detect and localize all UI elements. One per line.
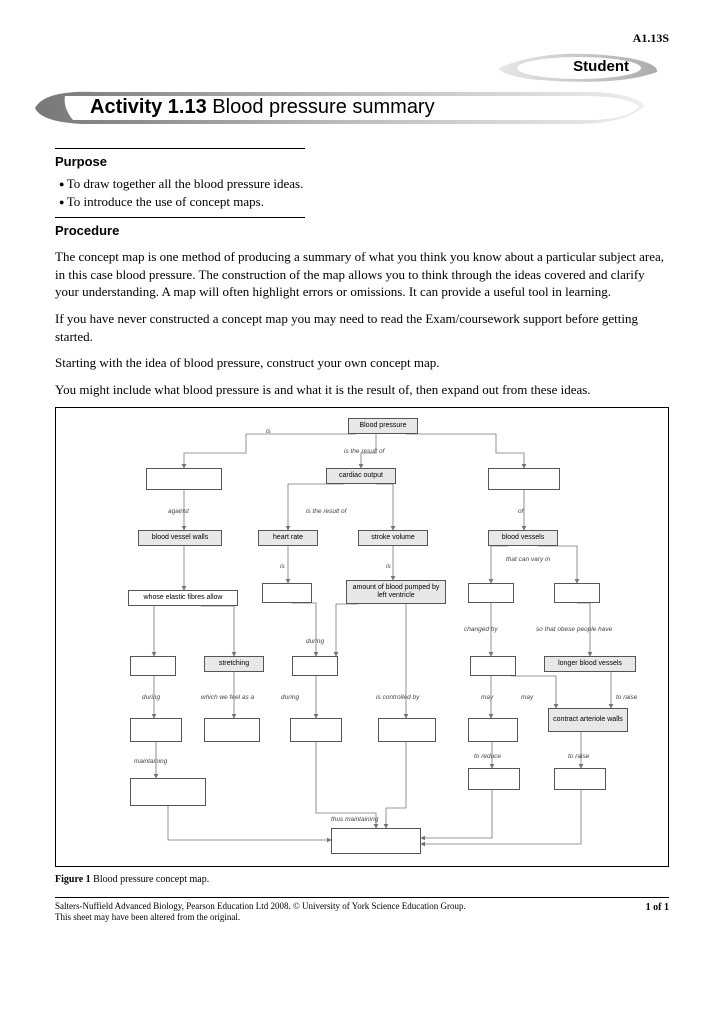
footer-line1: Salters-Nuffield Advanced Biology, Pears… [55, 901, 466, 911]
flowchart-node [130, 718, 182, 742]
purpose-list: To draw together all the blood pressure … [59, 175, 669, 211]
figure-caption: Figure 1 Blood pressure concept map. [55, 873, 669, 887]
caption-rest: Blood pressure concept map. [91, 874, 210, 885]
footer-text: Salters-Nuffield Advanced Biology, Pears… [55, 901, 466, 924]
procedure-p1: The concept map is one method of produci… [55, 248, 669, 301]
title-rest: Blood pressure summary [207, 96, 435, 118]
flowchart-node [204, 718, 260, 742]
edge-label: is [386, 563, 391, 572]
flowchart-node [468, 718, 518, 742]
edge-label: may [481, 694, 493, 703]
flowchart-node [130, 656, 176, 676]
page-number: 1 of 1 [646, 901, 669, 924]
flowchart-node [262, 583, 312, 603]
edge-label: during [281, 694, 299, 703]
edge-label: is [280, 563, 285, 572]
edge-label: of [518, 508, 523, 517]
flowchart-node [290, 718, 342, 742]
flowchart-node: stroke volume [358, 530, 428, 546]
student-swoosh: Student [55, 52, 669, 84]
edge-label: to raise [616, 694, 637, 703]
header-code: A1.13S [55, 30, 669, 46]
flowchart-node: amount of blood pumped by left ventricle [346, 580, 446, 604]
procedure-heading: Procedure [55, 222, 669, 240]
caption-bold: Figure 1 [55, 874, 91, 885]
procedure-p2: If you have never constructed a concept … [55, 310, 669, 345]
student-label: Student [573, 57, 629, 77]
edge-label: changed by [464, 626, 498, 635]
footer-line2: This sheet may have been altered from th… [55, 912, 240, 922]
flowchart-node [331, 828, 421, 854]
flowchart-node [130, 778, 206, 806]
footer-divider [55, 897, 669, 898]
edge-label: is the result of [306, 508, 346, 517]
flowchart-node: heart rate [258, 530, 318, 546]
flowchart-node [468, 768, 520, 790]
edge-label: which we feel as a [201, 694, 254, 703]
flowchart-node [292, 656, 338, 676]
flowchart-node: stretching [204, 656, 264, 672]
flowchart-node: blood vessel walls [138, 530, 222, 546]
flowchart-node: longer blood vessels [544, 656, 636, 672]
divider [55, 148, 305, 149]
title-bold: Activity 1.13 [90, 96, 207, 118]
flowchart-node [378, 718, 436, 742]
flowchart-node [146, 468, 222, 490]
edge-label: is [266, 428, 271, 437]
purpose-item: To draw together all the blood pressure … [59, 175, 669, 193]
flowchart-node [470, 656, 516, 676]
edge-label: against [168, 508, 189, 517]
edge-label: during [142, 694, 160, 703]
flowchart-node [554, 583, 600, 603]
edge-label: to reduce [474, 753, 501, 762]
title-banner: Activity 1.13 Blood pressure summary [55, 88, 669, 130]
flowchart-node [554, 768, 606, 790]
edge-label: so that obese people have [536, 626, 612, 635]
edge-label: maintaining [134, 758, 167, 767]
page-title: Activity 1.13 Blood pressure summary [90, 94, 435, 121]
edge-label: during [306, 638, 324, 647]
flowchart-node: whose elastic fibres allow [128, 590, 238, 606]
flowchart-node [468, 583, 514, 603]
flowchart-node: contract arteriole walls [548, 708, 628, 732]
flowchart-node: cardiac output [326, 468, 396, 484]
procedure-p4: You might include what blood pressure is… [55, 381, 669, 399]
flowchart-node [488, 468, 560, 490]
purpose-heading: Purpose [55, 153, 669, 171]
concept-map: is is the result of against is the result o… [55, 407, 669, 867]
edge-label: is the result of [344, 448, 384, 457]
divider [55, 217, 305, 218]
edge-label: may [521, 694, 533, 703]
purpose-item: To introduce the use of concept maps. [59, 193, 669, 211]
procedure-p3: Starting with the idea of blood pressure… [55, 354, 669, 372]
edge-label: that can vary in [506, 556, 550, 565]
edge-label: to raise [568, 753, 589, 762]
flowchart-node: blood vessels [488, 530, 558, 546]
edge-label: thus maintaining [331, 816, 378, 825]
flowchart-node: Blood pressure [348, 418, 418, 434]
footer: Salters-Nuffield Advanced Biology, Pears… [55, 901, 669, 924]
edge-label: is controlled by [376, 694, 419, 703]
